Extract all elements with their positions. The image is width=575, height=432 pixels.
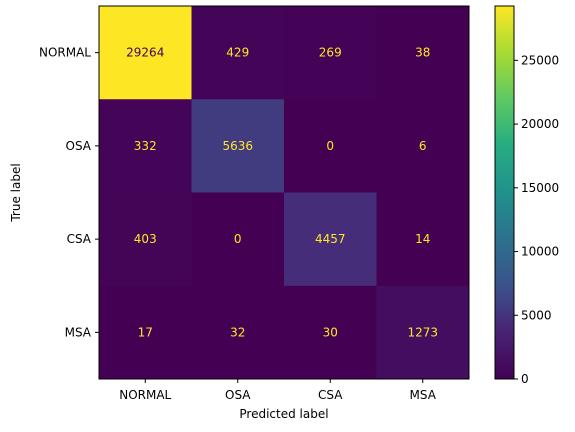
colorbar-ticks: 0 5000 10000 15000 20000 25000 <box>514 53 559 386</box>
y-tick-label-csa: CSA <box>67 232 92 246</box>
cell-osa-msa <box>376 99 470 193</box>
colorbar-tick-label-5000: 5000 <box>521 308 552 322</box>
y-axis-ticks: NORMAL OSA CSA MSA <box>39 46 99 339</box>
cell-value-normal-csa: 269 <box>319 46 342 60</box>
cell-normal-csa <box>284 6 377 100</box>
cell-value-csa-csa: 4457 <box>315 232 346 246</box>
matrix-cells <box>99 6 470 380</box>
cell-value-osa-osa: 5636 <box>222 139 253 153</box>
cell-value-msa-normal: 17 <box>138 325 153 339</box>
cell-msa-osa <box>191 285 285 380</box>
cell-msa-normal <box>99 285 192 380</box>
cell-value-msa-osa: 32 <box>230 325 245 339</box>
cell-csa-osa <box>191 192 285 287</box>
cell-value-msa-csa: 30 <box>323 325 338 339</box>
cell-osa-normal <box>99 99 192 193</box>
cell-value-osa-csa: 0 <box>326 139 334 153</box>
colorbar-tick-label-0: 0 <box>521 372 529 386</box>
x-axis-label: Predicted label <box>239 407 328 421</box>
x-tick-label-osa: OSA <box>225 388 251 402</box>
cell-csa-csa <box>284 192 377 287</box>
cell-osa-csa <box>284 99 377 193</box>
cell-osa-osa <box>191 99 285 193</box>
cell-normal-osa <box>191 6 285 100</box>
y-tick-label-osa: OSA <box>66 139 92 153</box>
matrix-cell-labels: 29264 429 269 38 332 5636 0 6 403 0 4457 14 17 32 30 12… <box>126 46 438 340</box>
colorbar-tick-label-25000: 25000 <box>521 53 559 67</box>
colorbar <box>494 5 515 380</box>
cell-value-normal-osa: 429 <box>226 46 249 60</box>
x-axis-ticks: NORMAL OSA CSA MSA <box>119 379 437 402</box>
cell-value-osa-msa: 6 <box>419 139 427 153</box>
matrix-frame <box>98 5 470 380</box>
cell-value-csa-normal: 403 <box>134 232 157 246</box>
cell-value-osa-normal: 332 <box>134 139 157 153</box>
x-tick-label-msa: MSA <box>410 388 437 402</box>
cell-normal-msa <box>376 6 470 100</box>
x-tick-label-csa: CSA <box>318 388 343 402</box>
colorbar-tick-label-15000: 15000 <box>521 181 559 195</box>
cell-csa-msa <box>376 192 470 287</box>
cell-value-csa-osa: 0 <box>234 232 242 246</box>
cell-csa-normal <box>99 192 192 287</box>
cell-value-csa-msa: 14 <box>415 232 430 246</box>
x-tick-label-normal: NORMAL <box>119 388 171 402</box>
cell-value-msa-msa: 1273 <box>407 325 438 339</box>
cell-msa-csa <box>284 285 377 380</box>
cell-value-normal-msa: 38 <box>415 46 430 60</box>
y-tick-label-normal: NORMAL <box>39 46 91 60</box>
colorbar-tick-label-20000: 20000 <box>521 117 559 131</box>
cell-value-normal-normal: 29264 <box>126 46 164 60</box>
cell-normal-normal <box>99 6 192 100</box>
cell-msa-msa <box>376 285 470 380</box>
y-axis-label: True label <box>9 163 23 222</box>
y-tick-label-msa: MSA <box>65 325 92 339</box>
colorbar-tick-label-10000: 10000 <box>521 245 559 259</box>
